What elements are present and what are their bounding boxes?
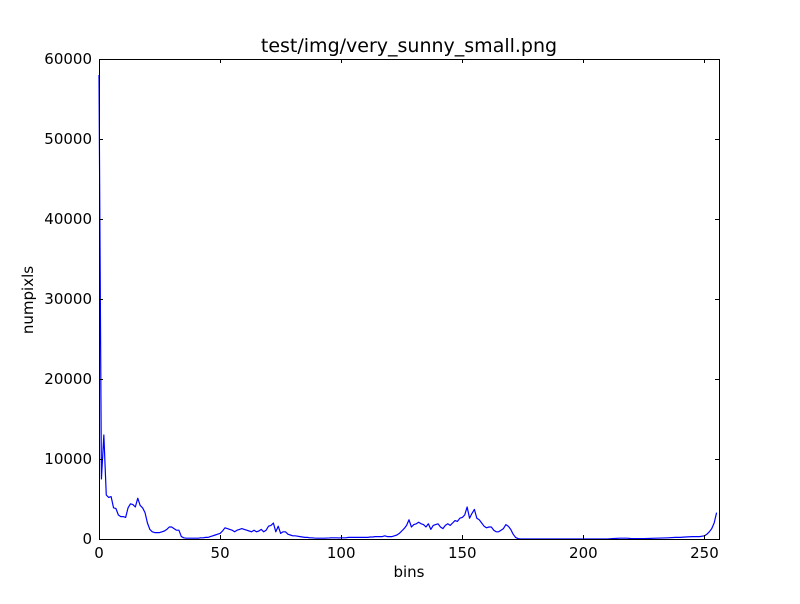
y-tick-label: 40000 <box>44 210 92 228</box>
x-axis-label: bins <box>393 563 424 581</box>
y-tick-label: 10000 <box>44 450 92 468</box>
x-tick-label: 150 <box>448 544 477 562</box>
y-axis-label: numpixls <box>19 266 37 334</box>
x-tick-label: 200 <box>569 544 598 562</box>
chart-title: test/img/very_sunny_small.png <box>261 35 557 57</box>
y-tick-label: 60000 <box>44 50 92 68</box>
x-tick-label: 100 <box>327 544 356 562</box>
y-tick-label: 0 <box>82 530 92 548</box>
plot-layer <box>98 74 718 540</box>
series-line-0 <box>98 74 718 540</box>
x-tick-label: 50 <box>211 544 230 562</box>
y-axis-ticks: 0 10000 20000 30000 40000 50000 60000 <box>44 50 719 548</box>
axes-background <box>99 59 719 539</box>
y-tick-label: 30000 <box>44 290 92 308</box>
x-tick-label: 0 <box>94 544 104 562</box>
x-axis-ticks: 0 50 100 150 200 250 <box>94 59 719 562</box>
x-tick-label: 250 <box>690 544 719 562</box>
y-tick-label: 20000 <box>44 370 92 388</box>
y-tick-label: 50000 <box>44 130 92 148</box>
